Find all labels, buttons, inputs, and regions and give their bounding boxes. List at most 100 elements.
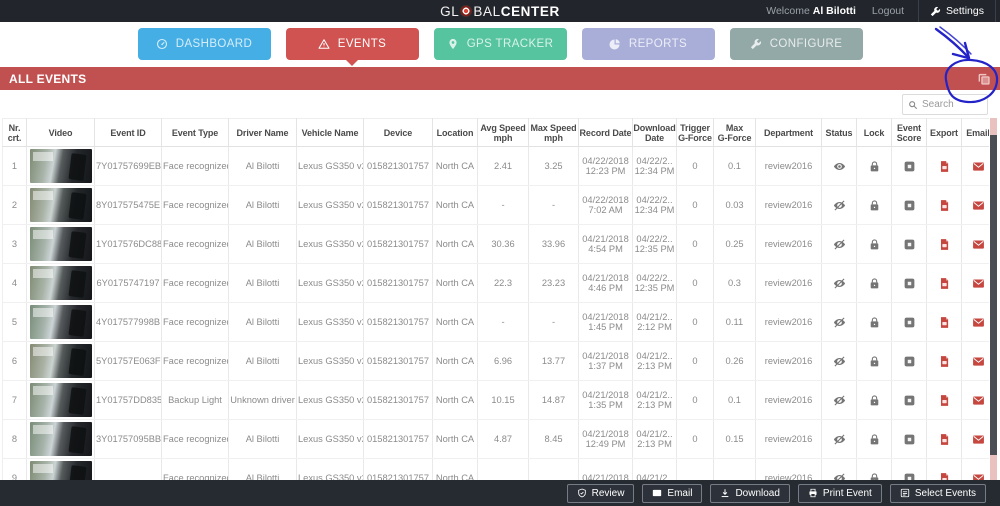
pdf-file-icon[interactable]: [938, 199, 951, 212]
lock-icon[interactable]: [868, 199, 881, 212]
print-button[interactable]: Print Event: [797, 483, 882, 503]
video-thumbnail[interactable]: [29, 305, 92, 339]
envelope-icon[interactable]: [972, 394, 985, 407]
score-square-icon[interactable]: [903, 472, 916, 480]
cell-status: [821, 380, 857, 420]
cell-device: 015821301757: [363, 380, 433, 420]
eye-slash-icon[interactable]: [833, 472, 846, 480]
eye-slash-icon[interactable]: [833, 355, 846, 368]
video-thumbnail[interactable]: [29, 422, 92, 456]
tab-dashboard[interactable]: DASHBOARD: [137, 28, 271, 60]
select-checklist-icon: [900, 488, 910, 498]
cell-nr: 8: [2, 419, 27, 459]
score-square-icon[interactable]: [903, 199, 916, 212]
pdf-file-icon[interactable]: [938, 355, 951, 368]
envelope-icon[interactable]: [972, 199, 985, 212]
cell-video: [26, 185, 95, 225]
video-thumbnail[interactable]: [29, 383, 92, 417]
video-thumbnail[interactable]: [29, 344, 92, 378]
select-button[interactable]: Select Events: [889, 483, 986, 503]
cell-department: review2016: [755, 380, 822, 420]
logout-link[interactable]: Logout: [871, 5, 905, 17]
lock-icon[interactable]: [868, 238, 881, 251]
lock-icon[interactable]: [868, 355, 881, 368]
cell-score: [891, 419, 927, 459]
score-square-icon[interactable]: [903, 433, 916, 446]
cell-video: [26, 380, 95, 420]
score-square-icon[interactable]: [903, 316, 916, 329]
eye-open-icon[interactable]: [833, 160, 846, 173]
button-label: Download: [735, 487, 780, 499]
envelope-icon[interactable]: [972, 277, 985, 290]
review-button[interactable]: Review: [566, 483, 635, 503]
email-button[interactable]: Email: [642, 483, 703, 503]
tab-reports[interactable]: REPORTS: [581, 28, 715, 60]
cell-vehicle: Lexus GS350 v2: [296, 185, 364, 225]
vertical-scrollbar-thumb[interactable]: [990, 135, 997, 455]
lock-icon[interactable]: [868, 394, 881, 407]
col-header-max_g: Max G-Force: [713, 118, 756, 147]
tab-gps-tracker[interactable]: GPS TRACKER: [433, 28, 567, 60]
envelope-icon[interactable]: [972, 472, 985, 480]
pdf-file-icon[interactable]: [938, 472, 951, 480]
cell-record: 04/21/2018 1:37 PM: [578, 341, 633, 381]
cell-video: [26, 419, 95, 459]
cell-event_id: 7Y01757699EB: [94, 146, 162, 186]
lock-icon[interactable]: [868, 433, 881, 446]
score-square-icon[interactable]: [903, 238, 916, 251]
score-square-icon[interactable]: [903, 394, 916, 407]
cell-vehicle: Lexus GS350 v2: [296, 263, 364, 303]
tab-events[interactable]: EVENTS: [285, 28, 419, 66]
video-thumbnail[interactable]: [29, 266, 92, 300]
cell-avg_speed: 22.3: [477, 263, 529, 303]
col-header-record: Record Date: [578, 118, 633, 147]
eye-slash-icon[interactable]: [833, 277, 846, 290]
cell-location: North CA: [432, 419, 478, 459]
events-table: Nr. crt. Video Event ID Event Type Driver Na…: [2, 118, 989, 480]
cell-trigger_g: [676, 458, 714, 480]
pdf-file-icon[interactable]: [938, 238, 951, 251]
logo-text-prefix: GL: [440, 3, 460, 19]
lock-icon[interactable]: [868, 472, 881, 480]
envelope-icon[interactable]: [972, 238, 985, 251]
export-events-button[interactable]: [977, 72, 991, 86]
lock-icon[interactable]: [868, 316, 881, 329]
score-square-icon[interactable]: [903, 160, 916, 173]
video-thumbnail[interactable]: [29, 188, 92, 222]
lock-icon[interactable]: [868, 277, 881, 290]
cell-device: 015821301757: [363, 146, 433, 186]
pdf-file-icon[interactable]: [938, 160, 951, 173]
search-input[interactable]: [922, 99, 982, 110]
cell-video: [26, 146, 95, 186]
download-button[interactable]: Download: [710, 483, 790, 503]
envelope-icon[interactable]: [972, 433, 985, 446]
tab-configure[interactable]: CONFIGURE: [729, 28, 863, 60]
cell-location: North CA: [432, 224, 478, 264]
eye-slash-icon[interactable]: [833, 394, 846, 407]
video-thumbnail[interactable]: [29, 461, 92, 480]
pdf-file-icon[interactable]: [938, 277, 951, 290]
settings-button[interactable]: Settings: [918, 0, 996, 22]
pdf-file-icon[interactable]: [938, 433, 951, 446]
video-thumbnail[interactable]: [29, 149, 92, 183]
eye-slash-icon[interactable]: [833, 238, 846, 251]
cell-score: [891, 224, 927, 264]
score-square-icon[interactable]: [903, 277, 916, 290]
score-square-icon[interactable]: [903, 355, 916, 368]
eye-slash-icon[interactable]: [833, 316, 846, 329]
envelope-icon[interactable]: [972, 355, 985, 368]
cell-event_type: Face recognized: [161, 263, 229, 303]
cell-max_speed: 33.96: [528, 224, 579, 264]
eye-slash-icon[interactable]: [833, 199, 846, 212]
pdf-file-icon[interactable]: [938, 316, 951, 329]
cell-max_g: 0.26: [713, 341, 756, 381]
table-row: 9 Face recognized Al Bilotti Lexus GS350 v2…: [2, 458, 989, 480]
cell-location: North CA: [432, 146, 478, 186]
envelope-icon[interactable]: [972, 160, 985, 173]
lock-icon[interactable]: [868, 160, 881, 173]
eye-slash-icon[interactable]: [833, 433, 846, 446]
video-thumbnail[interactable]: [29, 227, 92, 261]
envelope-icon[interactable]: [972, 316, 985, 329]
pdf-file-icon[interactable]: [938, 394, 951, 407]
cell-driver: Unknown driver: [228, 380, 297, 420]
